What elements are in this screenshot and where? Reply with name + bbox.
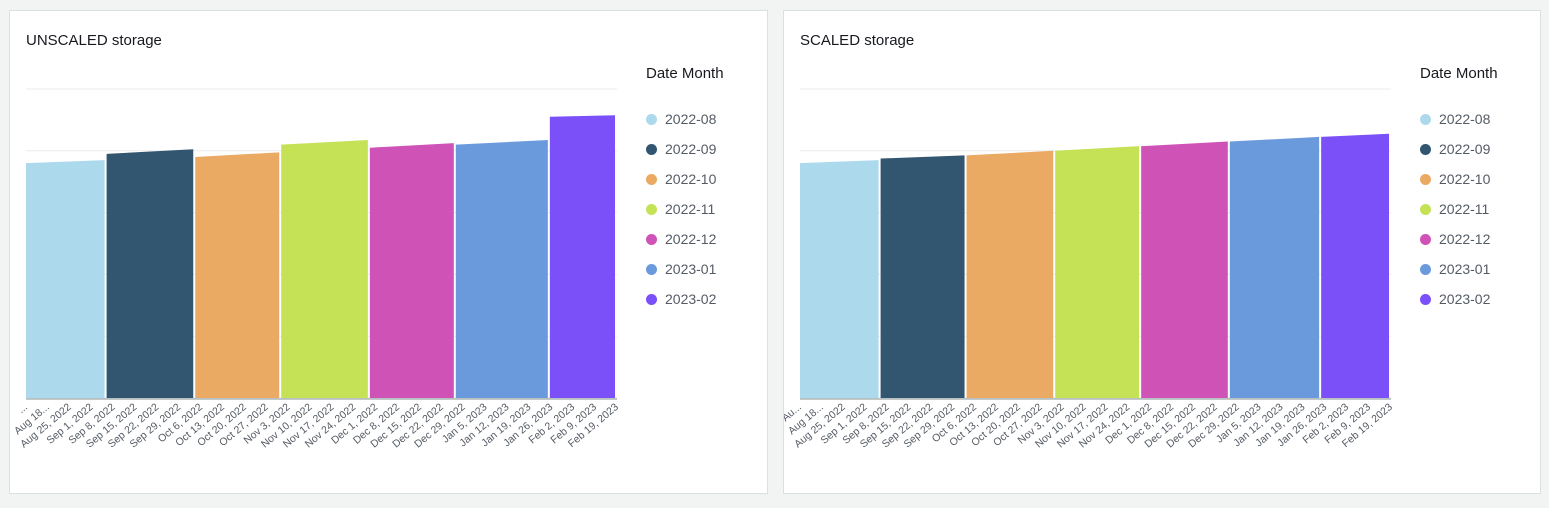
area-segment-2022-09[interactable] [880, 155, 965, 398]
area-segment-2022-10[interactable] [195, 152, 280, 398]
area-segment-2023-01[interactable] [455, 139, 548, 399]
area-segment-2022-08[interactable] [26, 160, 105, 398]
legend-swatch-icon [646, 203, 657, 215]
legend-swatch-icon [1420, 173, 1431, 185]
legend-swatch-icon [646, 293, 657, 305]
legend-item-2022-09[interactable]: 2022-09 [1420, 134, 1498, 164]
legend-item-2023-02[interactable]: 2023-02 [1420, 284, 1498, 314]
area-segment-2023-01[interactable] [1229, 136, 1320, 398]
legend-label: 2023-01 [1439, 261, 1491, 277]
legend-item-2022-08[interactable]: 2022-08 [646, 104, 724, 134]
legend-label: 2023-01 [665, 261, 717, 277]
chart-title: SCALED storage [800, 32, 915, 49]
legend-swatch-icon [646, 263, 657, 275]
legend-label: 2022-11 [665, 201, 716, 217]
unscaled-storage-panel: UNSCALED storage ... Aug 18... Aug 25, 202… [9, 10, 768, 494]
chart-title: UNSCALED storage [26, 32, 162, 49]
area-segment-2023-02[interactable] [549, 115, 615, 398]
legend-label: 2022-08 [665, 111, 717, 127]
legend-label: 2022-12 [665, 231, 717, 247]
area-segment-2023-02[interactable] [1321, 133, 1389, 398]
legend-swatch-icon [1420, 203, 1431, 215]
legend-swatch-icon [1420, 233, 1431, 245]
legend-item-2023-02[interactable]: 2023-02 [646, 284, 724, 314]
legend-title: Date Month [646, 65, 724, 82]
legend-swatch-icon [646, 173, 657, 185]
legend-swatch-icon [1420, 263, 1431, 275]
scaled-storage-panel: SCALED storage Au... Aug 18... Aug 25, 202… [783, 10, 1541, 494]
legend-item-2022-11[interactable]: 2022-11 [646, 194, 724, 224]
legend-label: 2023-02 [665, 291, 717, 307]
legend-label: 2022-09 [1439, 141, 1491, 157]
area-segment-2022-12[interactable] [369, 143, 454, 398]
legend-swatch-icon [646, 113, 657, 125]
legend: Date Month 2022-08 2022-09 2022-10 2022-11 2… [646, 65, 724, 314]
area-segment-2022-12[interactable] [1141, 141, 1228, 398]
legend-label: 2022-09 [665, 141, 717, 157]
legend-label: 2022-10 [1439, 171, 1491, 187]
legend-label: 2022-08 [1439, 111, 1491, 127]
legend-item-2023-01[interactable]: 2023-01 [646, 254, 724, 284]
legend-label: 2023-02 [1439, 291, 1491, 307]
legend-item-2022-12[interactable]: 2022-12 [646, 224, 724, 254]
legend-item-2022-09[interactable]: 2022-09 [646, 134, 724, 164]
legend-item-2022-10[interactable]: 2022-10 [1420, 164, 1498, 194]
legend-label: 2022-11 [1439, 201, 1490, 217]
area-segment-2022-09[interactable] [106, 149, 194, 398]
legend-swatch-icon [1420, 143, 1431, 155]
legend-item-2023-01[interactable]: 2023-01 [1420, 254, 1498, 284]
area-segment-2022-10[interactable] [966, 150, 1054, 398]
legend-swatch-icon [646, 233, 657, 245]
area-series [800, 133, 1389, 398]
legend-title: Date Month [1420, 65, 1498, 82]
area-series [26, 115, 615, 399]
legend-label: 2022-12 [1439, 231, 1491, 247]
legend: Date Month 2022-08 2022-09 2022-10 2022-11 2… [1420, 65, 1498, 314]
legend-item-2022-10[interactable]: 2022-10 [646, 164, 724, 194]
legend-label: 2022-10 [665, 171, 717, 187]
legend-swatch-icon [1420, 113, 1431, 125]
area-segment-2022-11[interactable] [281, 139, 368, 399]
area-segment-2022-11[interactable] [1055, 146, 1140, 398]
legend-swatch-icon [646, 143, 657, 155]
legend-item-2022-11[interactable]: 2022-11 [1420, 194, 1498, 224]
area-segment-2022-08[interactable] [800, 160, 879, 398]
legend-item-2022-12[interactable]: 2022-12 [1420, 224, 1498, 254]
legend-item-2022-08[interactable]: 2022-08 [1420, 104, 1498, 134]
legend-swatch-icon [1420, 293, 1431, 305]
